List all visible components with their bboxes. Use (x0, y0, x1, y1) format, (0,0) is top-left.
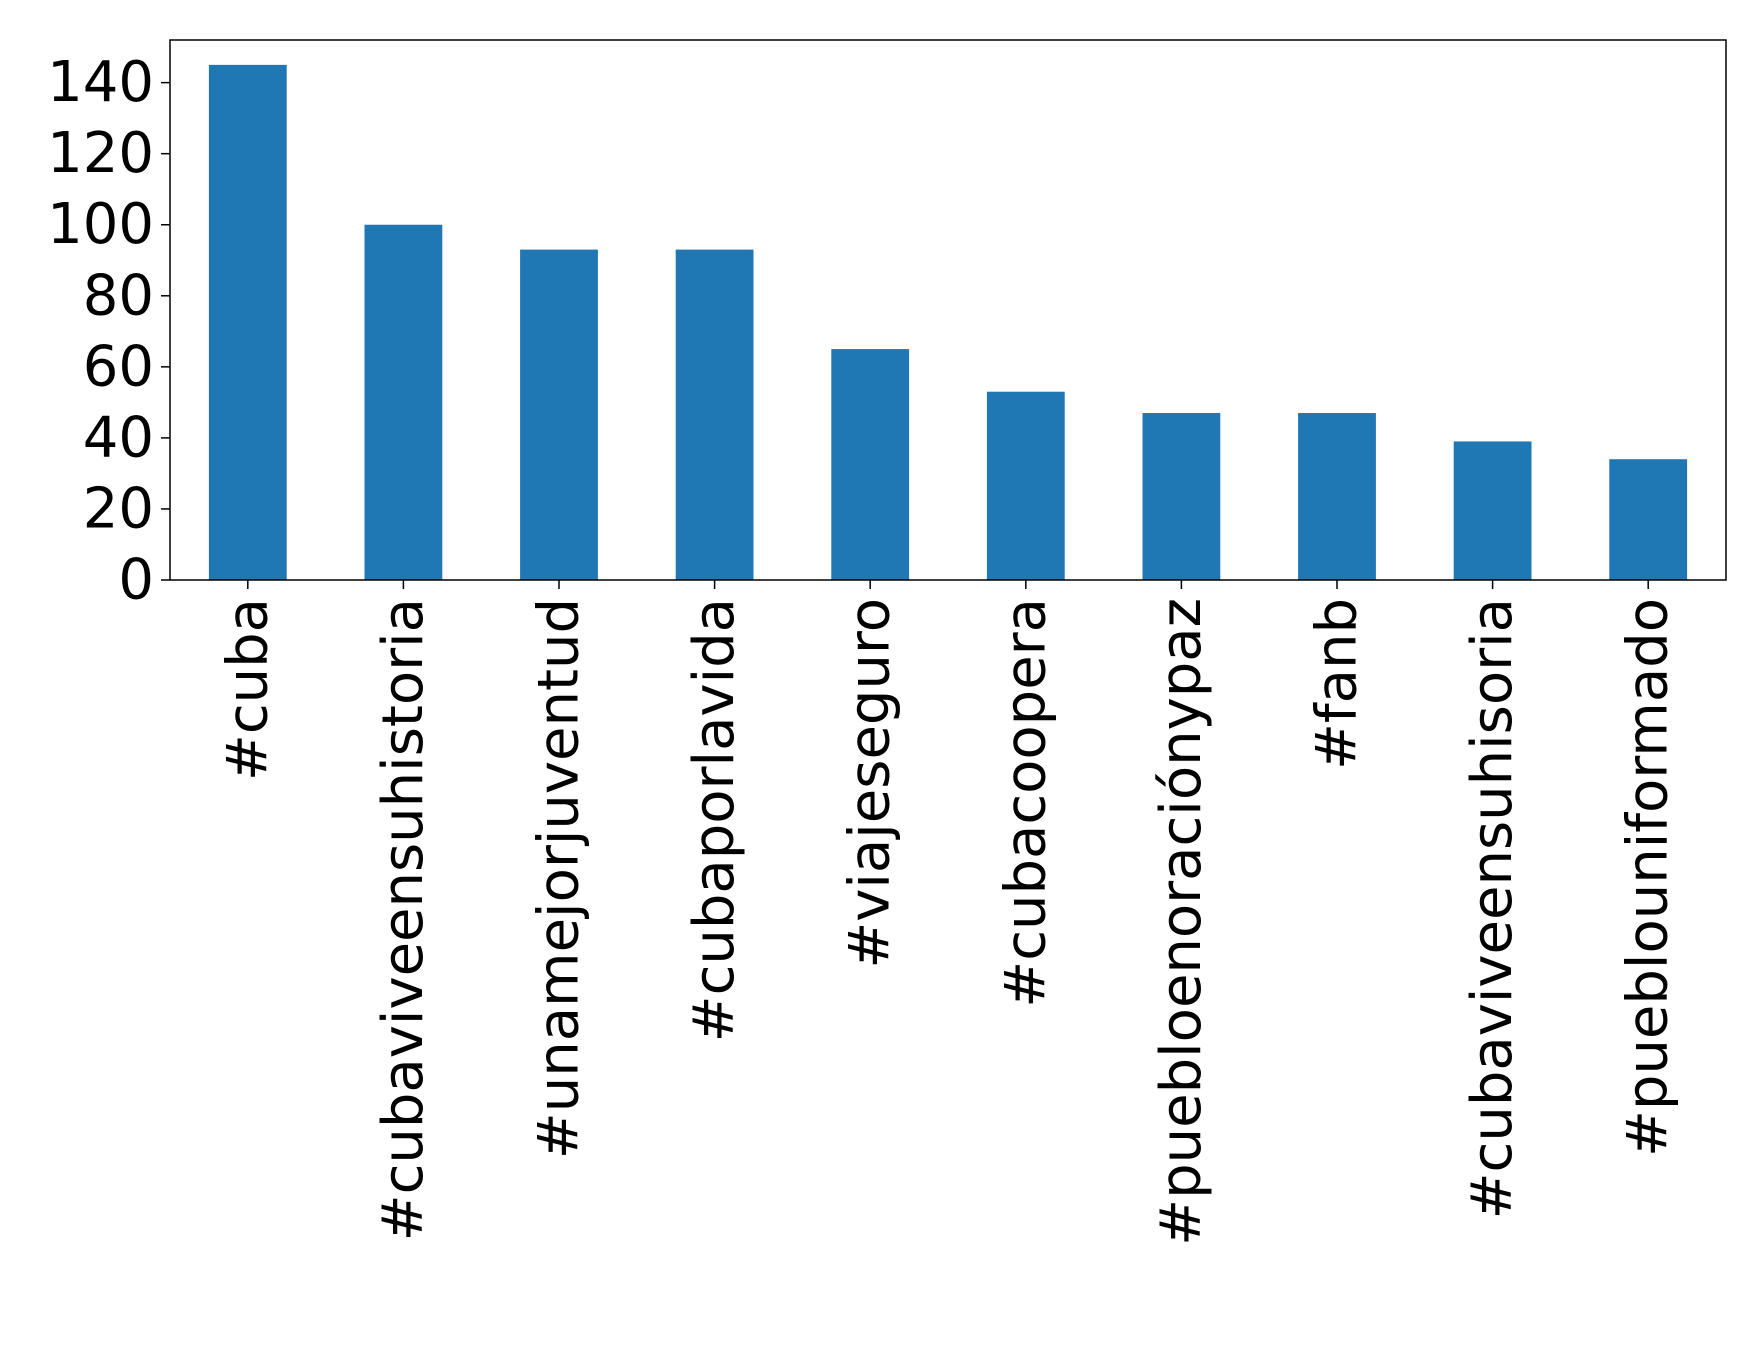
y-tick-label-7: 140 (47, 50, 154, 115)
x-tick-label-7: #fanb (1305, 598, 1370, 770)
y-tick-label-6: 120 (47, 121, 154, 186)
y-tick-label-0: 0 (118, 548, 154, 613)
bar-6 (1142, 413, 1221, 580)
x-tick-label-8: #cubaviveensuhisoria (1460, 598, 1525, 1219)
bar-7 (1298, 413, 1376, 580)
y-tick-label-1: 20 (83, 476, 154, 541)
bar-9 (1609, 459, 1688, 580)
bar-0 (208, 64, 287, 581)
x-tick-label-1: #cubaviveensuhistoria (371, 598, 436, 1241)
x-tick-label-2: #unamejorjuventud (527, 598, 592, 1159)
y-tick-label-5: 100 (47, 192, 154, 257)
bar-5 (986, 391, 1065, 580)
y-tick-label-2: 40 (83, 405, 154, 470)
bar-3 (675, 249, 754, 580)
x-axis: #cuba #cubaviveensuhistoria #unamejorjuven… (215, 580, 1681, 1246)
bar-8 (1453, 441, 1532, 580)
bar-4 (831, 349, 910, 580)
bar-1 (364, 224, 443, 580)
x-tick-label-5: #cubacoopera (993, 598, 1058, 1008)
x-tick-label-4: #viajeseguro (838, 598, 903, 969)
bar-2 (520, 249, 598, 580)
x-tick-label-6: #puebloenoraciónypaz (1149, 598, 1214, 1246)
bars-layer (208, 64, 1688, 581)
y-tick-label-4: 80 (83, 263, 154, 328)
y-tick-label-3: 60 (83, 334, 154, 399)
x-tick-label-0: #cuba (215, 598, 280, 781)
x-tick-label-3: #cubaporlavida (682, 598, 747, 1042)
plot-frame (169, 39, 1727, 581)
x-tick-label-9: #pueblouniformado (1616, 598, 1681, 1157)
